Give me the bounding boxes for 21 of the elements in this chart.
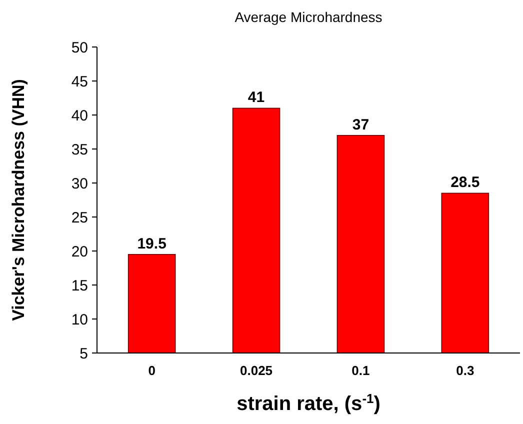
y-tick-label: 45	[71, 73, 88, 90]
y-axis-title: Vicker's Microhardness (VHN)	[9, 79, 28, 321]
y-tick-label: 15	[71, 277, 88, 294]
x-tick-label: 0.1	[352, 363, 370, 378]
y-tick-label: 25	[71, 209, 88, 226]
y-tick-label: 10	[71, 311, 88, 328]
data-label: 28.5	[450, 174, 480, 192]
y-tick-label: 50	[71, 39, 88, 56]
x-tick-label: 0.025	[240, 363, 273, 378]
y-tick-label: 5	[80, 345, 88, 362]
x-tick-label: 0.3	[456, 363, 474, 378]
y-tick-label: 30	[71, 175, 88, 192]
y-tick-label: 35	[71, 141, 88, 158]
x-axis-title: strain rate, (s$^{-1}$)	[236, 390, 380, 415]
data-label: 37	[352, 116, 370, 134]
chart-title: Average Microhardness	[234, 9, 382, 25]
x-tick-label: 0	[148, 363, 156, 378]
data-label: 19.5	[137, 235, 166, 252]
data-label: 41	[248, 89, 265, 106]
y-tick-label: 40	[71, 107, 88, 124]
y-tick-label: 20	[71, 243, 88, 260]
